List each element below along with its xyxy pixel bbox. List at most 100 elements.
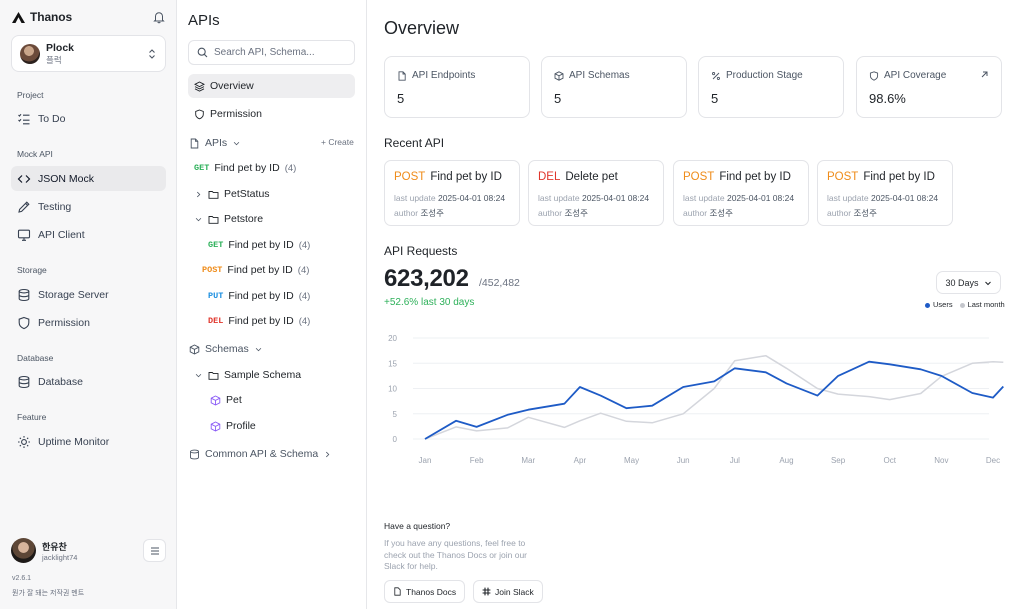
api-item[interactable]: GET Find pet by ID (4) bbox=[194, 156, 296, 180]
percent-icon bbox=[712, 71, 720, 80]
section-title-storage: Storage bbox=[17, 265, 47, 275]
requests-growth: +52.6% last 30 days bbox=[384, 297, 475, 308]
sun-icon bbox=[18, 435, 30, 448]
menu-button[interactable] bbox=[143, 539, 166, 562]
method-badge: GET bbox=[194, 163, 210, 173]
help-title: Have a question? bbox=[384, 521, 451, 531]
stat-card-schemas: API Schemas 5 bbox=[541, 56, 687, 118]
schemas-group-label: Schemas bbox=[205, 343, 249, 355]
recent-api-card[interactable]: DEL Delete pet last update 2025-04-01 08:… bbox=[528, 160, 664, 226]
requests-total: 623,202 bbox=[384, 265, 469, 292]
cube-icon bbox=[210, 394, 221, 406]
thanos-docs-button[interactable]: Thanos Docs bbox=[384, 580, 466, 603]
legend-label: Last month bbox=[967, 300, 1005, 309]
stat-label: Production Stage bbox=[726, 70, 803, 81]
recent-api-card[interactable]: POST Find pet by ID last update 2025-04-0… bbox=[673, 160, 809, 226]
sidebar-item-label: Database bbox=[38, 375, 83, 388]
help-body: If you have any questions, feel free to … bbox=[384, 538, 528, 571]
common-api-label: Common API & Schema bbox=[205, 448, 319, 460]
workspace-avatar bbox=[20, 43, 40, 64]
sidebar-item-label: API Client bbox=[38, 228, 85, 241]
join-slack-button[interactable]: Join Slack bbox=[473, 580, 543, 603]
shield-icon bbox=[869, 70, 879, 81]
method-badge: POST bbox=[683, 171, 715, 183]
api-panel: APIs Overview Permission APIs + Create G… bbox=[177, 0, 367, 609]
document-icon bbox=[394, 587, 401, 596]
stat-card-coverage[interactable]: API Coverage 98.6% bbox=[856, 56, 1002, 118]
user-profile[interactable]: 한유찬 jacklight74 bbox=[11, 538, 77, 563]
update-label: last update bbox=[394, 193, 436, 203]
database-icon bbox=[18, 375, 30, 388]
x-tick-label: Feb bbox=[470, 456, 484, 465]
brand-name: Thanos bbox=[30, 10, 73, 24]
arrow-up-right-icon[interactable] bbox=[980, 70, 989, 79]
api-count: (4) bbox=[298, 290, 311, 302]
bell-icon[interactable] bbox=[152, 10, 166, 24]
api-item[interactable]: POST Find pet by ID (4) bbox=[202, 258, 309, 282]
nav-overview[interactable]: Overview bbox=[188, 74, 355, 98]
sidebar-item-api-client[interactable]: API Client bbox=[11, 222, 166, 247]
recent-api-name: Delete pet bbox=[565, 171, 618, 183]
file-icon bbox=[190, 138, 199, 148]
update-time: 2025-04-01 08:24 bbox=[581, 193, 650, 203]
api-item[interactable]: DEL Find pet by ID (4) bbox=[208, 309, 310, 333]
recent-api-card[interactable]: POST Find pet by ID last update 2025-04-0… bbox=[384, 160, 520, 226]
update-time: 2025-04-01 08:24 bbox=[437, 193, 506, 203]
y-tick-label: 5 bbox=[393, 410, 398, 419]
user-name: 한유찬 bbox=[42, 541, 67, 552]
search-input[interactable] bbox=[214, 47, 344, 58]
api-item[interactable]: PUT Find pet by ID (4) bbox=[208, 284, 310, 308]
pencil-icon bbox=[18, 200, 30, 213]
sidebar-item-label: Testing bbox=[38, 200, 72, 213]
cube-icon bbox=[210, 420, 221, 432]
api-item[interactable]: GET Find pet by ID (4) bbox=[208, 233, 310, 257]
checklist-icon bbox=[18, 113, 30, 124]
stat-card-endpoints: API Endpoints 5 bbox=[384, 56, 530, 118]
stat-card-production-stage: Production Stage 5 bbox=[698, 56, 844, 118]
sidebar-item-todo[interactable]: To Do bbox=[11, 106, 166, 131]
api-count: (4) bbox=[298, 239, 311, 251]
legend-label: Users bbox=[933, 300, 953, 309]
y-tick-label: 10 bbox=[388, 385, 397, 394]
apis-group-header[interactable]: APIs bbox=[189, 131, 241, 155]
author-name: 조성주 bbox=[564, 208, 588, 218]
workspace-name: Plock bbox=[46, 42, 75, 54]
folder-icon bbox=[208, 371, 219, 380]
nav-permission[interactable]: Permission bbox=[194, 102, 262, 126]
sidebar-item-database[interactable]: Database bbox=[11, 369, 166, 394]
user-handle: jacklight74 bbox=[42, 552, 78, 562]
common-api-schema[interactable]: Common API & Schema bbox=[189, 442, 332, 466]
sidebar-item-json-mock[interactable]: JSON Mock bbox=[11, 166, 166, 191]
recent-api-name: Find pet by ID bbox=[430, 171, 502, 183]
folder-sample-schema[interactable]: Sample Schema bbox=[194, 363, 301, 387]
folder-petstore[interactable]: Petstore bbox=[194, 207, 263, 231]
create-button[interactable]: + Create bbox=[321, 137, 354, 147]
method-badge: GET bbox=[208, 240, 224, 250]
range-select[interactable]: 30 Days bbox=[936, 271, 1001, 294]
folder-petstatus[interactable]: PetStatus bbox=[194, 182, 270, 206]
api-name: Find pet by ID bbox=[214, 162, 280, 174]
monitor-icon bbox=[17, 229, 31, 241]
sidebar-item-permission[interactable]: Permission bbox=[11, 310, 166, 335]
chevron-right-icon bbox=[196, 191, 201, 197]
method-badge: POST bbox=[394, 171, 426, 183]
brand[interactable]: Thanos bbox=[12, 10, 72, 24]
section-title-mock-api: Mock API bbox=[17, 149, 53, 159]
x-tick-label: Dec bbox=[986, 456, 1000, 465]
search-box[interactable] bbox=[188, 40, 355, 65]
sidebar-item-uptime-monitor[interactable]: Uptime Monitor bbox=[11, 429, 166, 454]
folder-label: Sample Schema bbox=[224, 369, 302, 381]
schema-item[interactable]: Pet bbox=[210, 388, 242, 412]
workspace-switcher[interactable]: Plock 플럭 bbox=[11, 35, 166, 72]
section-title-feature: Feature bbox=[17, 412, 47, 422]
schema-item[interactable]: Profile bbox=[210, 414, 256, 438]
page-title: Overview bbox=[384, 18, 460, 38]
chevron-down-icon bbox=[195, 373, 202, 377]
nav-overview-label: Overview bbox=[210, 80, 254, 92]
stat-value: 98.6% bbox=[869, 91, 906, 106]
sidebar-item-testing[interactable]: Testing bbox=[11, 194, 166, 219]
recent-api-card[interactable]: POST Find pet by ID last update 2025-04-0… bbox=[817, 160, 953, 226]
schemas-group-header[interactable]: Schemas bbox=[189, 337, 263, 361]
sidebar-item-storage-server[interactable]: Storage Server bbox=[11, 282, 166, 307]
api-requests-chart: 0 5 10 15 20 Jan Feb Mar Apr May Jun Jul Aug Sep Oct No… bbox=[388, 334, 1004, 465]
